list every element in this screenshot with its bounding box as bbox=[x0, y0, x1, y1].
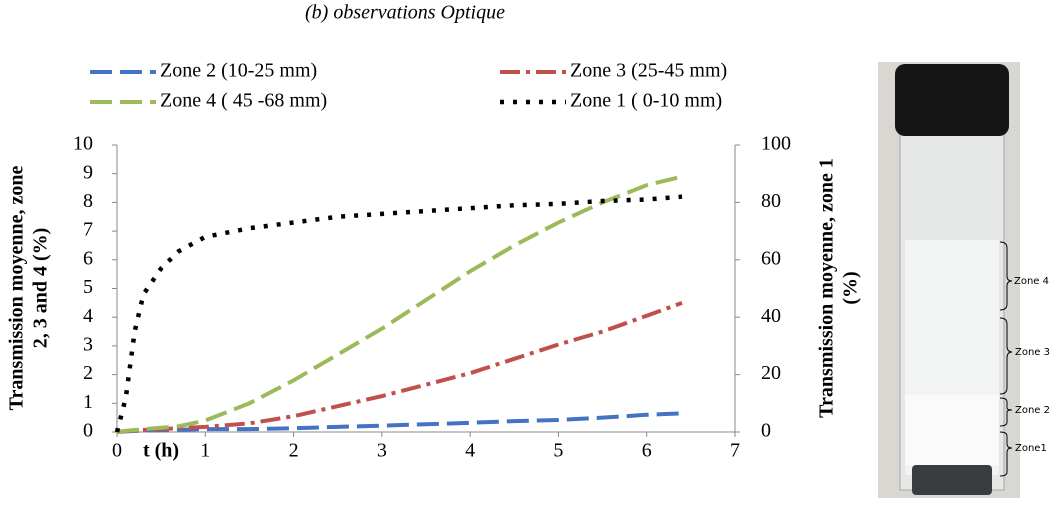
brace bbox=[999, 317, 1013, 395]
y2-tick-label: 80 bbox=[761, 190, 781, 212]
x-tick-label: 5 bbox=[553, 440, 563, 462]
y-axis-label-line: 2, 3 and 4 (%) bbox=[30, 228, 52, 349]
y2-tick-label: 100 bbox=[761, 133, 791, 155]
chart-title: (b) observations Optique bbox=[305, 2, 505, 24]
series-line bbox=[116, 411, 683, 434]
x-tick-label: 4 bbox=[465, 440, 475, 462]
x-tick-label: 7 bbox=[730, 440, 740, 462]
y2-tick-label: 20 bbox=[761, 362, 781, 384]
x-tick-label: 6 bbox=[642, 440, 652, 462]
zone-label: Zone 2 bbox=[1015, 405, 1050, 416]
y-axis-label: Transmission moyenne, zone 2, 3 and 4 (%… bbox=[6, 166, 52, 411]
y2-tick-label: 60 bbox=[761, 247, 781, 269]
x-tick-label: 3 bbox=[377, 440, 387, 462]
x-axis-label: t (h) bbox=[143, 440, 179, 462]
zone-label: Zone 4 bbox=[1014, 276, 1049, 287]
cap bbox=[895, 64, 1009, 136]
y-tick-label: 6 bbox=[83, 247, 93, 269]
foam-dense bbox=[905, 395, 999, 465]
y-tick-label: 1 bbox=[83, 391, 93, 413]
series-line bbox=[114, 194, 683, 433]
brace bbox=[999, 431, 1013, 477]
brace bbox=[999, 397, 1013, 427]
x-tick-label: 1 bbox=[200, 440, 210, 462]
tube-bottom bbox=[912, 465, 992, 495]
zone-label: Zone 3 bbox=[1015, 347, 1050, 358]
photo: Zone 4 Zone 3 Zone 2 Zone1 bbox=[878, 62, 1050, 498]
y-tick-label: 3 bbox=[83, 333, 93, 355]
y2-tick-label: 0 bbox=[761, 420, 771, 442]
legend-label: Zone 4 ( 45 -68 mm) bbox=[160, 90, 327, 112]
y-tick-label: 2 bbox=[83, 362, 93, 384]
series-line bbox=[116, 300, 683, 434]
y-tick-label: 9 bbox=[83, 161, 93, 183]
brace bbox=[999, 241, 1013, 311]
y2-tick-label: 40 bbox=[761, 305, 781, 327]
y-tick-label: 8 bbox=[83, 190, 93, 212]
series-line bbox=[116, 174, 683, 434]
legend-label: Zone 2 (10-25 mm) bbox=[160, 60, 317, 82]
legend-label: Zone 3 (25-45 mm) bbox=[570, 60, 727, 82]
zone-label: Zone1 bbox=[1015, 443, 1047, 454]
y2-axis-label-line: (%) bbox=[840, 271, 862, 304]
legend-label: Zone 1 ( 0-10 mm) bbox=[570, 90, 722, 112]
y2-axis-label-line: Transmission moyenne, zone 1 bbox=[816, 158, 838, 418]
y-tick-label: 7 bbox=[83, 219, 93, 241]
y-tick-label: 4 bbox=[83, 305, 93, 327]
y-axis-label-line: Transmission moyenne, zone bbox=[6, 166, 28, 411]
x-tick-label: 2 bbox=[289, 440, 299, 462]
y-tick-label: 5 bbox=[83, 276, 93, 298]
y2-axis-label: Transmission moyenne, zone 1 (%) bbox=[816, 158, 862, 418]
x-tick-label: 0 bbox=[112, 440, 122, 462]
y-tick-label: 0 bbox=[83, 420, 93, 442]
y-tick-label: 10 bbox=[73, 133, 93, 155]
